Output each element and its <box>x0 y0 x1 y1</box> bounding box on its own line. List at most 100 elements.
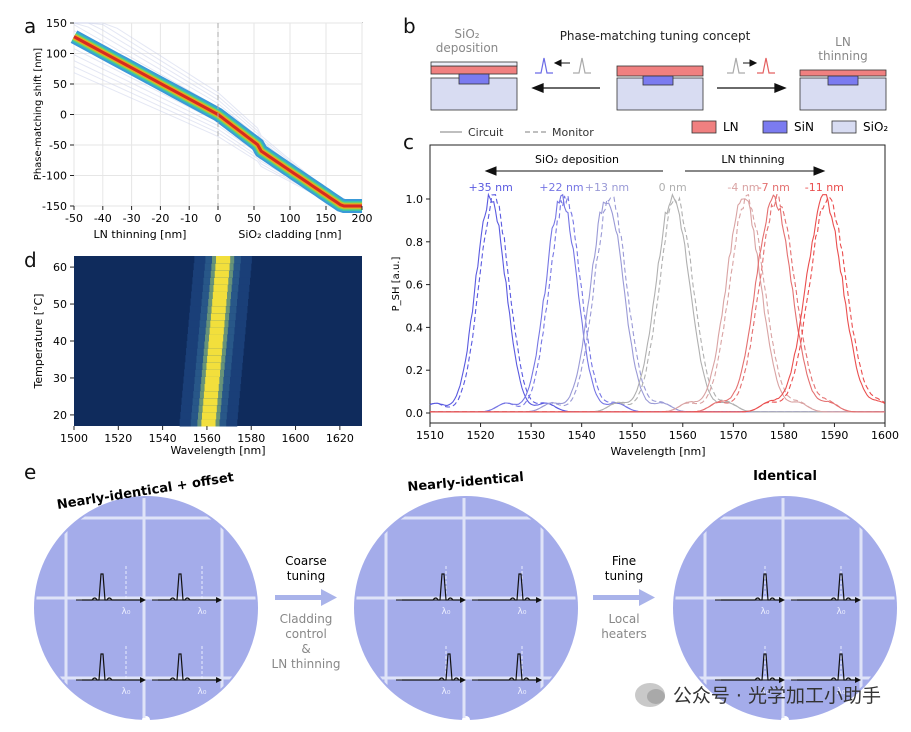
x-tick-label: 150 <box>316 212 337 225</box>
panel-a-yticks: 150 100 50 0 -50 -100 -150 <box>42 17 74 213</box>
panel-letter-d: d <box>24 248 37 272</box>
heat-peak <box>204 383 219 392</box>
circuit-curve <box>430 201 885 413</box>
spectrum-arrowhead <box>460 597 466 603</box>
step1-title-2: tuning <box>287 569 325 583</box>
panel-letter-a: a <box>24 14 37 38</box>
spectrum-arrowhead <box>855 677 861 683</box>
peak-label: -7 nm <box>758 181 790 194</box>
x-tick-label: 1520 <box>467 429 495 442</box>
step1-desc-4: LN thinning <box>272 657 341 671</box>
panel-b-right-label-1: LN <box>835 35 851 49</box>
step1-title-1: Coarse <box>285 554 327 568</box>
wafer-notch <box>462 716 470 724</box>
step1-desc-3: & <box>301 642 310 656</box>
step2-title-1: Fine <box>612 554 636 568</box>
wechat-icon <box>634 682 665 707</box>
panel-d-xticks: 1500 1520 1540 1560 1580 1600 1620 <box>60 426 354 445</box>
stack-oxide-deposited <box>430 61 518 111</box>
spectrum-curve <box>158 653 216 681</box>
panel-c-peak-labels: +35 nm +22 nm +13 nm 0 nm -4 nm-7 nm -11 nm <box>468 181 843 194</box>
heat-peak <box>202 404 217 413</box>
peak-label: +22 nm <box>539 181 583 194</box>
panel-d-chart: 1500 1520 1540 1560 1580 1600 1620 6050403020 … <box>32 256 362 457</box>
watermark-text: 公众号 · 光学加工小助手 <box>672 685 881 707</box>
y-tick-label: 0.2 <box>406 364 424 377</box>
y-tick-label: 40 <box>53 335 67 348</box>
circuit-curve <box>430 194 885 413</box>
lambda-label: λ₀ <box>837 607 846 617</box>
heat-peak <box>208 341 223 349</box>
wafer-notch <box>142 716 150 724</box>
spectrum-arrowhead <box>216 677 222 683</box>
step2-desc-2: heaters <box>601 627 647 641</box>
x-tick-label: 1560 <box>193 432 221 445</box>
heat-peak <box>205 376 220 384</box>
step2-arrow <box>593 589 655 606</box>
x-tick-label: 1520 <box>104 432 132 445</box>
panel-b-legend: LN SiN SiO₂ <box>691 120 888 134</box>
monitor-curve <box>429 194 885 413</box>
spectrum-curve <box>82 573 140 601</box>
peak-label: -11 nm <box>805 181 844 194</box>
lambda-label: λ₀ <box>442 607 451 617</box>
panel-a-ylabel: Phase-matching shift [nm] <box>33 48 44 180</box>
x-tick-label: 1540 <box>568 429 596 442</box>
panel-d-ylabel: Temperature [°C] <box>32 294 45 390</box>
panel-a-xticks: -50 -40 -30 -20 -10 0 50 100 150 200 <box>65 206 373 225</box>
y-tick-label: 0.8 <box>406 236 424 249</box>
panel-c-yticks: 0.0 0.2 0.4 0.6 0.8 1.0 <box>406 193 430 420</box>
lambda-label: λ₀ <box>442 687 451 697</box>
panel-c-curves <box>429 192 886 413</box>
x-tick-label: 1590 <box>820 429 848 442</box>
x-tick-label: 1620 <box>326 432 354 445</box>
wafer2-title: Nearly-identical <box>407 470 525 495</box>
panel-c-direction-arrows <box>484 166 826 176</box>
heat-peak <box>207 355 222 363</box>
y-tick-label: 100 <box>46 48 67 61</box>
lambda-label: λ₀ <box>761 687 770 697</box>
heat-peak <box>209 326 224 335</box>
panel-b-diagram: Phase-matching tuning concept SiO₂ depos… <box>430 27 888 134</box>
legend-monitor: Monitor <box>552 126 594 139</box>
x-tick-label: -20 <box>151 212 169 225</box>
x-tick-label: 1580 <box>237 432 265 445</box>
step1-arrow <box>275 589 337 606</box>
x-tick-label: 1560 <box>669 429 697 442</box>
panel-d-yticks: 60 50 40 30 20 <box>53 261 74 422</box>
panel-e-wafers: λ₀ λ₀ λ₀ λ₀ λ₀ λ₀ λ₀ λ₀ λ₀ λ₀ λ₀ λ₀ <box>34 496 897 724</box>
panel-b-title: Phase-matching tuning concept <box>560 29 751 43</box>
x-tick-label: -50 <box>65 212 83 225</box>
circuit-curve <box>430 194 885 413</box>
legend-label: SiO₂ <box>863 120 888 134</box>
lambda-label: λ₀ <box>518 687 527 697</box>
panel-b-small-arrows <box>553 59 758 67</box>
panel-c-ylabel: P_SH [a.u.] <box>391 257 402 312</box>
y-tick-label: 60 <box>53 261 67 274</box>
legend-label: SiN <box>794 120 814 134</box>
legend-swatch <box>691 120 717 134</box>
spectrum-arrowhead <box>779 677 785 683</box>
panel-c-frame <box>429 144 886 424</box>
heat-peak <box>210 312 226 321</box>
spectrum-curve <box>158 573 216 601</box>
panel-c-xticks: 1510 1520 1530 1540 1550 1560 1570 1580 1590 1600 <box>416 423 899 442</box>
panel-c-chart: Circuit Monitor SiO₂ deposition LN thinn… <box>391 126 899 458</box>
panel-e-diagram: λ₀ λ₀ λ₀ λ₀ λ₀ λ₀ λ₀ λ₀ λ₀ λ₀ λ₀ λ₀ Nearly-identica… <box>34 470 897 724</box>
y-tick-label: 1.0 <box>406 193 424 206</box>
spectrum-arrowhead <box>855 597 861 603</box>
lambda-label: λ₀ <box>198 607 207 617</box>
heat-peak <box>207 348 222 356</box>
lambda-label: λ₀ <box>518 607 527 617</box>
x-tick-label: 1550 <box>618 429 646 442</box>
heat-peak <box>203 397 218 406</box>
heat-peak <box>212 298 227 307</box>
step1-desc-1: Cladding <box>280 612 333 626</box>
mean-band <box>73 35 362 208</box>
peak-label: 0 nm <box>659 181 687 194</box>
heat-peak <box>201 418 216 427</box>
spectrum-curve <box>402 653 460 681</box>
x-tick-label: 1500 <box>60 432 88 445</box>
spectrum-curve <box>402 573 460 601</box>
spectrum-curve <box>478 653 536 681</box>
